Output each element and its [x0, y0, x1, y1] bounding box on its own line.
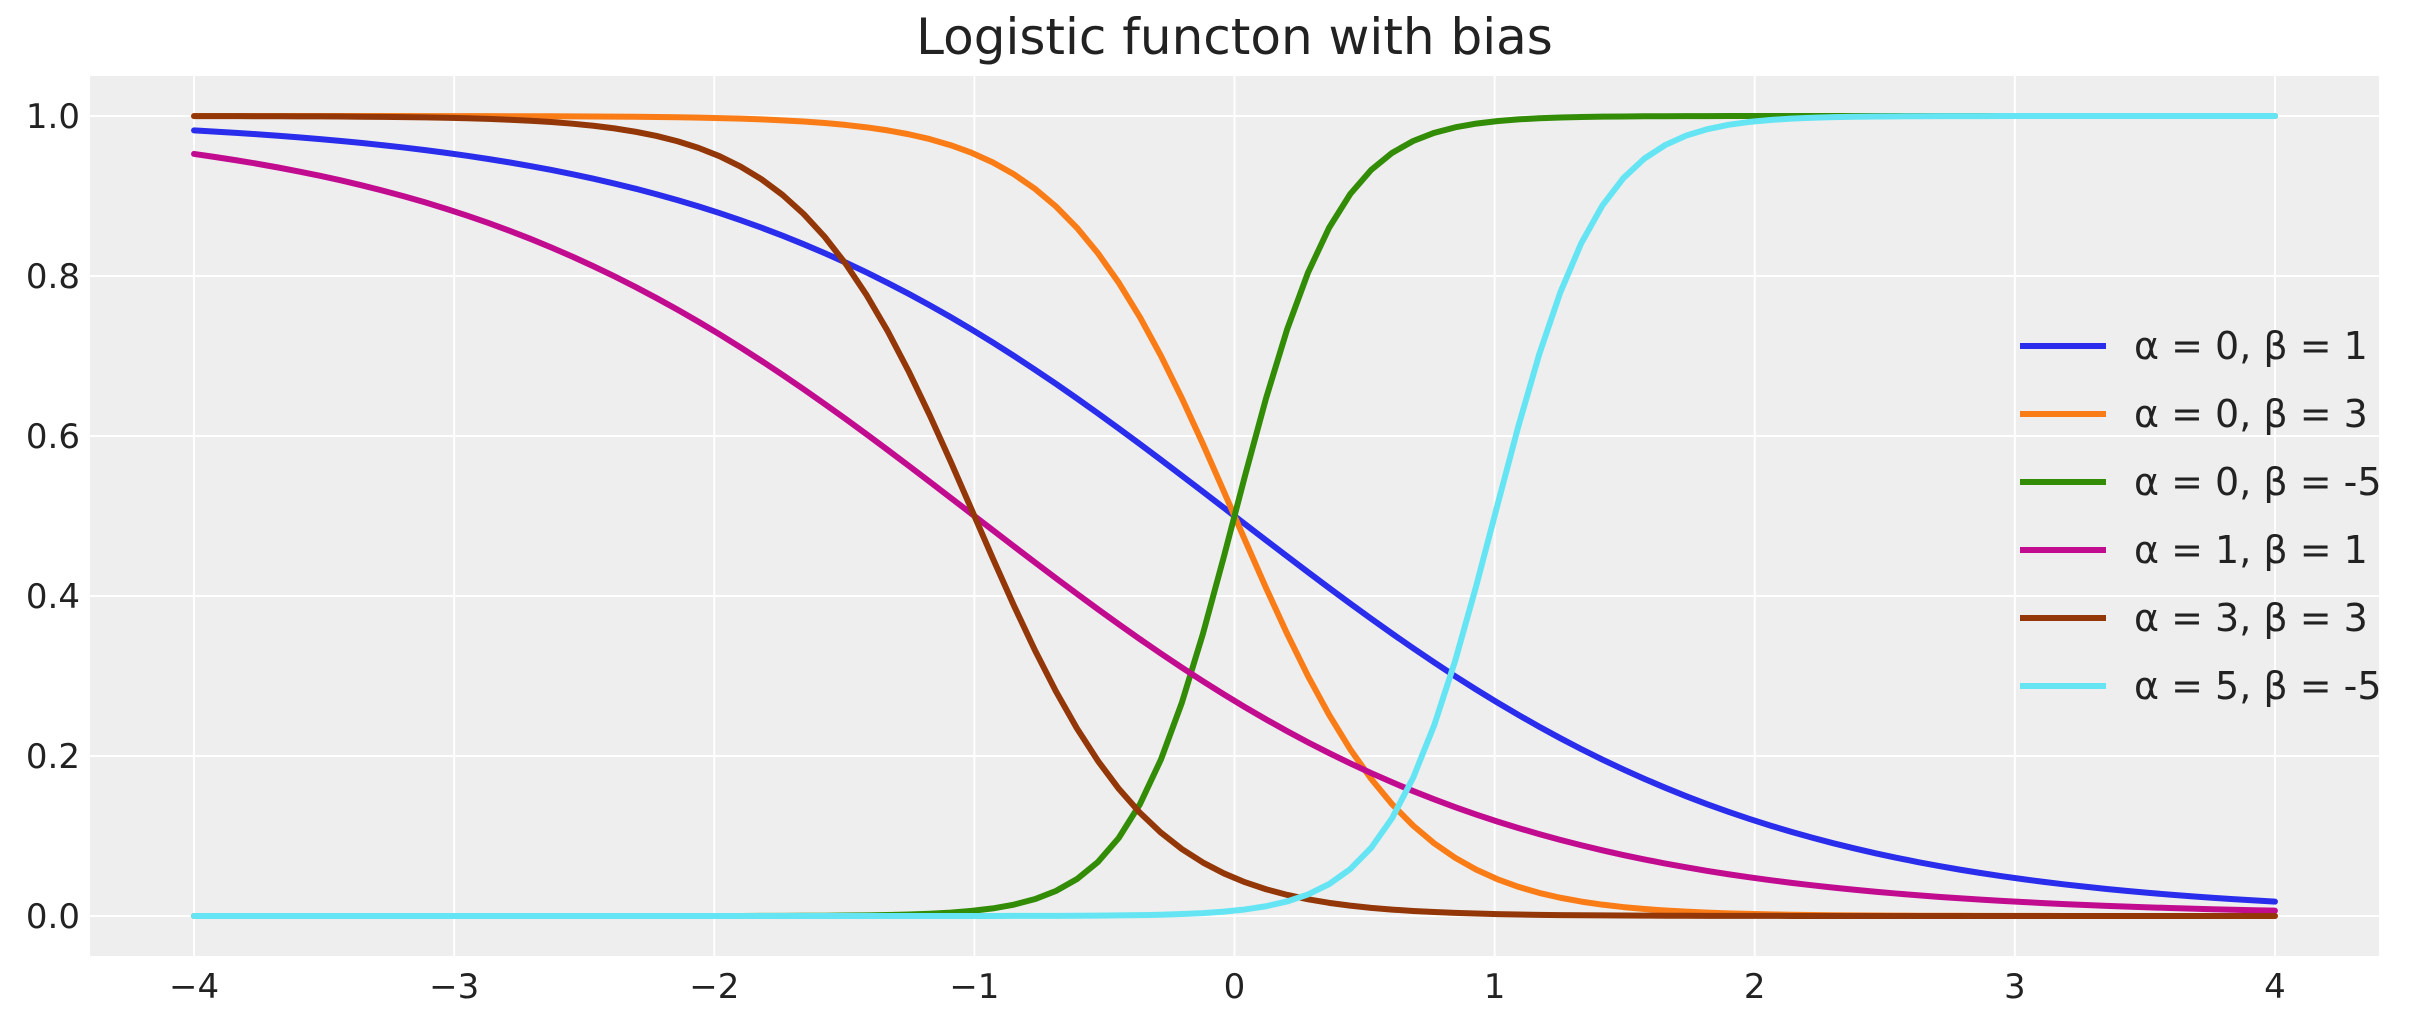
legend-label-4: α = 1, β = 1: [2134, 528, 2368, 572]
legend-label-5: α = 3, β = 3: [2134, 596, 2368, 640]
y-axis-ticks: 0.0 0.2 0.4 0.6 0.8 1.0: [26, 97, 80, 937]
y-tick-label: 1.0: [26, 97, 80, 137]
x-tick-label: −1: [949, 967, 999, 1007]
y-tick-label: 0.6: [26, 417, 80, 457]
chart-title: Logistic functon with bias: [916, 8, 1553, 66]
y-tick-label: 0.8: [26, 257, 80, 297]
y-tick-label: 0.0: [26, 897, 80, 937]
x-tick-label: 1: [1484, 967, 1506, 1007]
legend-label-6: α = 5, β = -5: [2134, 664, 2382, 708]
series-line-4: [191, 150, 2278, 914]
x-tick-label: 0: [1224, 967, 1246, 1007]
legend-label-1: α = 0, β = 1: [2134, 324, 2368, 368]
x-tick-label: −3: [429, 967, 479, 1007]
legend-label-2: α = 0, β = 3: [2134, 392, 2368, 436]
series-lines: [191, 113, 2278, 919]
series-line-5: [191, 113, 2278, 919]
x-tick-label: 3: [2004, 967, 2026, 1007]
x-tick-label: −2: [689, 967, 739, 1007]
y-tick-label: 0.2: [26, 737, 80, 777]
legend-label-3: α = 0, β = -5: [2134, 460, 2382, 504]
y-tick-label: 0.4: [26, 577, 80, 617]
x-tick-label: −4: [169, 967, 219, 1007]
x-axis-ticks: −4 −3 −2 −1 0 1 2 3 4: [169, 967, 2286, 1007]
series-line-6: [191, 113, 2278, 919]
x-tick-label: 4: [2264, 967, 2286, 1007]
legend: α = 0, β = 1 α = 0, β = 3 α = 0, β = -5 α =…: [2020, 324, 2382, 708]
x-tick-label: 2: [1744, 967, 1766, 1007]
